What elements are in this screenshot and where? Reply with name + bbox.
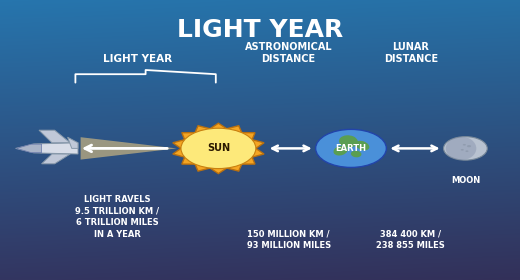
Polygon shape: [42, 154, 70, 164]
Circle shape: [444, 137, 487, 160]
Polygon shape: [81, 137, 177, 160]
Text: MOON: MOON: [451, 176, 480, 185]
Text: 384 400 KM /
238 855 MILES: 384 400 KM / 238 855 MILES: [376, 230, 445, 250]
Ellipse shape: [333, 146, 348, 155]
Polygon shape: [39, 130, 70, 143]
Text: ASTRONOMICAL
DISTANCE: ASTRONOMICAL DISTANCE: [245, 42, 332, 64]
Text: EARTH: EARTH: [335, 144, 367, 153]
Ellipse shape: [356, 141, 369, 150]
Polygon shape: [68, 137, 78, 148]
Circle shape: [461, 149, 464, 151]
Polygon shape: [17, 144, 42, 153]
Polygon shape: [173, 123, 264, 174]
Ellipse shape: [446, 137, 476, 160]
Text: LIGHT RAVELS
9.5 TRILLION KM /
6 TRILLION MILES
IN A YEAR: LIGHT RAVELS 9.5 TRILLION KM / 6 TRILLIO…: [75, 195, 159, 239]
Text: LIGHT YEAR: LIGHT YEAR: [103, 54, 172, 64]
Circle shape: [463, 144, 466, 146]
Ellipse shape: [351, 151, 361, 157]
Text: LUNAR
DISTANCE: LUNAR DISTANCE: [384, 42, 438, 64]
Circle shape: [181, 128, 256, 169]
Text: LIGHT YEAR: LIGHT YEAR: [177, 18, 343, 42]
Circle shape: [316, 129, 386, 167]
Circle shape: [467, 145, 471, 147]
Text: SUN: SUN: [207, 143, 230, 153]
Ellipse shape: [339, 135, 358, 148]
Polygon shape: [16, 143, 78, 154]
Text: 150 MILLION KM /
93 MILLION MILES: 150 MILLION KM / 93 MILLION MILES: [246, 230, 331, 250]
Circle shape: [465, 150, 469, 152]
